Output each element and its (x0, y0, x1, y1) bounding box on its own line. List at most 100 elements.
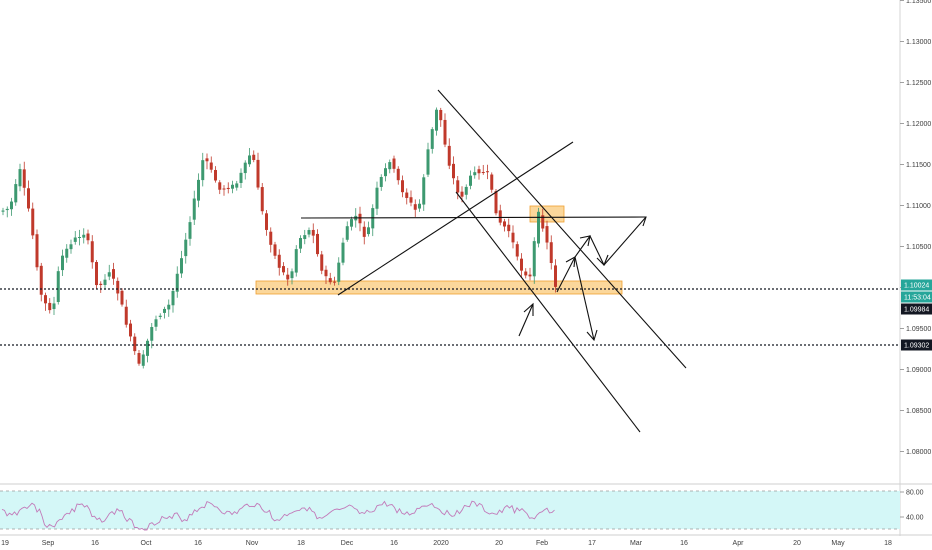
candle-body (197, 179, 200, 201)
candle-body (426, 149, 430, 175)
candle-body (528, 274, 532, 277)
price-tick-label: 1.09500 (906, 326, 931, 333)
candle-body (107, 272, 111, 277)
price-tick-label: 1.09000 (906, 367, 931, 374)
candle-body (112, 269, 115, 279)
candle-body (549, 242, 553, 264)
candle-body (205, 158, 209, 162)
candle-body (520, 258, 523, 271)
candle-body (124, 306, 128, 325)
candle-body (218, 182, 222, 190)
candle-body (409, 197, 413, 203)
time-tick-label: 19 (1, 540, 9, 547)
time-tick-label: Nov (246, 540, 259, 547)
candle-body (150, 327, 154, 341)
candle-body (167, 304, 171, 310)
candle-body (379, 177, 383, 187)
rsi-tick-label: 40.00 (906, 515, 924, 522)
time-tick-label: May (831, 540, 845, 547)
candle-body (61, 255, 64, 271)
price-tick-label: 1.11000 (906, 203, 931, 210)
candle-body (316, 233, 319, 255)
candle-body (231, 184, 234, 189)
candle-body (163, 308, 166, 313)
price-badges: 1.10024 11:53:04 1.09984 1.09302 (901, 279, 932, 351)
candle-body (82, 234, 86, 238)
candle-body (290, 271, 294, 279)
time-axis[interactable]: 19 Sep 16 Oct 16 Nov 18 Dec 16 2020 20 Feb 17 Mar 16 Ap… (1, 540, 892, 547)
time-tick-label: Mar (630, 540, 643, 547)
candle-body (511, 232, 515, 243)
candle-body (52, 303, 56, 310)
channel-lower-line (455, 191, 641, 433)
candle-body (443, 119, 447, 145)
candle-body (384, 168, 387, 177)
price-badge (901, 303, 932, 315)
candle-body (452, 163, 455, 179)
candle-body (56, 271, 60, 303)
resistance-box (529, 205, 565, 223)
candle-body (78, 237, 81, 239)
candle-body (248, 155, 251, 165)
time-tick-label: 16 (390, 540, 398, 547)
candle-body (328, 278, 332, 283)
rsi-tick-label: 80.00 (906, 490, 924, 497)
candle-body (90, 241, 94, 263)
time-tick-label: 17 (588, 540, 596, 547)
candle-body (498, 210, 502, 223)
price-badge-label: 1.09302 (904, 343, 929, 350)
candle-body (35, 234, 39, 268)
candle-body (345, 226, 349, 240)
candle-body (481, 172, 485, 174)
arrow-head-3 (637, 216, 647, 227)
support-zone (255, 280, 623, 295)
candle-body (226, 187, 230, 190)
candle-body (48, 302, 52, 311)
candle-body (95, 262, 98, 286)
candle-body (439, 109, 443, 121)
candle-body (192, 198, 196, 220)
candle-body (171, 290, 175, 306)
candle-body (44, 295, 47, 304)
candle-body (358, 213, 362, 224)
candle-body (282, 266, 285, 273)
candle-body (418, 203, 421, 209)
candle-body (10, 201, 13, 210)
candle-body (5, 208, 9, 211)
candle-body (503, 221, 506, 227)
drawings-group (300, 89, 687, 433)
candle-body (532, 241, 536, 277)
candle-body (65, 248, 69, 258)
candle-body (494, 191, 498, 214)
time-tick-label: 20 (793, 540, 801, 547)
candle-body (490, 174, 494, 190)
candle-body (129, 323, 132, 337)
candle-body (273, 244, 277, 256)
candle-body (456, 180, 460, 193)
price-tick-label: 1.12500 (906, 80, 931, 87)
time-tick-label: Sep (42, 540, 55, 547)
time-tick-label: 20 (495, 540, 503, 547)
candle-body (392, 158, 396, 169)
arrow-head-5 (565, 256, 576, 268)
candle-body (435, 109, 438, 131)
candle-body (541, 215, 545, 229)
candle-body (299, 238, 302, 249)
price-badge (901, 339, 932, 351)
arrow-head-4 (586, 329, 598, 342)
channel-upper-line (437, 89, 687, 369)
price-axis[interactable]: 1.13500 1.13000 1.12500 1.12000 1.11500 1.110… (900, 0, 931, 456)
candle-body (184, 239, 188, 257)
candle-body (401, 180, 404, 193)
arrow-head-2 (596, 254, 609, 266)
candle-body (18, 169, 22, 187)
arrow-head-1 (579, 235, 591, 247)
candle-body (154, 319, 158, 327)
time-tick-label: 18 (297, 540, 305, 547)
price-tick-label: 1.08500 (906, 408, 931, 415)
rsi-band (0, 491, 900, 529)
candle-body (31, 208, 35, 236)
candle-body (137, 353, 141, 364)
price-badge (901, 291, 932, 303)
